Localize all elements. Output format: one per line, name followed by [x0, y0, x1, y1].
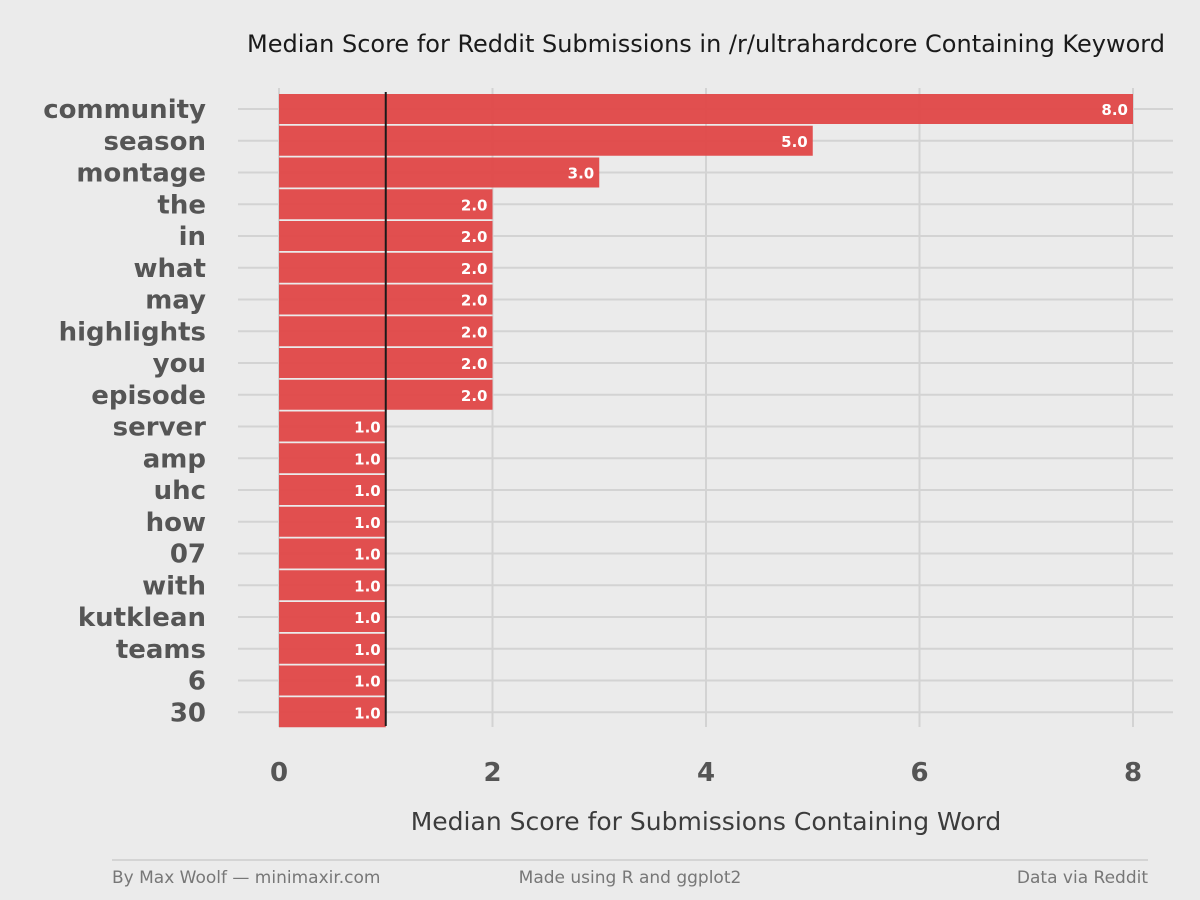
category-label: what [133, 254, 206, 284]
x-tick-label: 0 [270, 758, 288, 788]
value-label: 2.0 [461, 292, 488, 310]
category-label: amp [143, 444, 206, 474]
category-label: you [153, 349, 206, 379]
value-label: 1.0 [354, 609, 381, 627]
value-label: 1.0 [354, 641, 381, 659]
bar [279, 697, 386, 728]
x-tick-label: 4 [697, 758, 715, 788]
bar [279, 538, 386, 569]
category-label: 07 [170, 540, 206, 570]
bar [279, 475, 386, 505]
bar [279, 633, 386, 664]
value-label: 1.0 [354, 577, 381, 595]
category-label: kutklean [78, 603, 206, 633]
category-label: season [103, 127, 206, 157]
x-tick-label: 2 [483, 758, 501, 788]
chart-title: Median Score for Reddit Submissions in /… [247, 30, 1165, 58]
category-label: community [43, 95, 206, 125]
category-label: in [179, 222, 206, 252]
value-label: 1.0 [354, 673, 381, 691]
category-label: 6 [188, 667, 206, 697]
footer-credit: By Max Woolf — minimaxir.com [112, 868, 381, 888]
value-label: 2.0 [461, 228, 488, 246]
category-label: episode [91, 381, 206, 411]
value-label: 2.0 [461, 196, 488, 214]
category-label: montage [76, 159, 206, 189]
value-label: 2.0 [461, 355, 488, 373]
value-label: 1.0 [354, 450, 381, 468]
category-label: with [142, 571, 206, 601]
bar [279, 570, 386, 601]
value-label: 8.0 [1101, 101, 1128, 119]
category-label: how [146, 508, 206, 538]
bar [279, 411, 386, 442]
category-label: 30 [170, 698, 206, 728]
x-tick-label: 8 [1124, 758, 1142, 788]
value-label: 1.0 [354, 514, 381, 532]
value-label: 1.0 [354, 546, 381, 564]
category-label: teams [116, 635, 206, 665]
bar [279, 157, 600, 188]
bar [279, 125, 813, 156]
value-label: 5.0 [781, 133, 808, 151]
value-label: 3.0 [568, 165, 595, 183]
category-label: the [157, 190, 206, 220]
value-label: 2.0 [461, 323, 488, 341]
x-axis-label: Median Score for Submissions Containing … [411, 807, 1002, 836]
bar [279, 94, 1133, 124]
value-label: 1.0 [354, 482, 381, 500]
bar [279, 602, 386, 632]
category-label: uhc [154, 476, 206, 506]
value-label: 1.0 [354, 704, 381, 722]
labels: 0 2 4 6 8 community 8.0 season 5.0 montage 3.0 the 2… [43, 95, 1142, 788]
footer-tool: Made using R and ggplot2 [519, 868, 742, 888]
category-label: may [145, 286, 206, 316]
value-label: 1.0 [354, 419, 381, 437]
bar [279, 443, 386, 474]
x-tick-label: 6 [910, 758, 928, 788]
category-label: server [113, 413, 207, 443]
value-label: 2.0 [461, 387, 488, 405]
footer-source: Data via Reddit [1017, 868, 1148, 888]
category-label: highlights [59, 317, 206, 347]
bar [279, 665, 386, 696]
value-label: 2.0 [461, 260, 488, 278]
bar [279, 506, 386, 537]
